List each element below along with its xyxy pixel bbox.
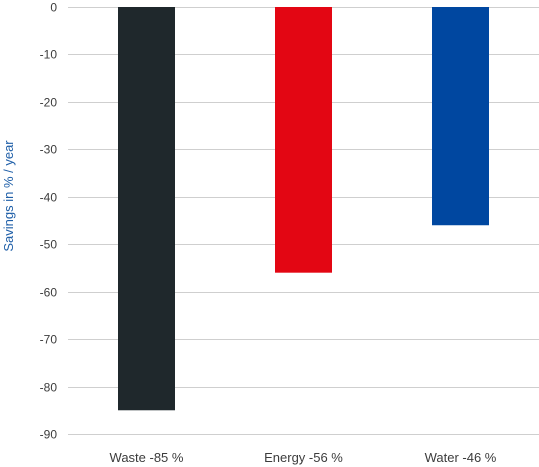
y-tick-label: -40 [40, 191, 58, 205]
y-tick-label: -50 [40, 238, 58, 252]
x-category-label: Energy -56 % [264, 450, 343, 465]
bar-1 [118, 7, 175, 411]
y-axis-ticks: 0 -10 -20 -30 -40 -50 -60 -70 -80 -90 [40, 1, 58, 442]
x-category-label: Water -46 % [425, 450, 497, 465]
y-tick-label: -70 [40, 333, 58, 347]
y-tick-label: -80 [40, 381, 58, 395]
bars [118, 7, 489, 411]
bar-2 [275, 7, 332, 273]
y-tick-label: -60 [40, 286, 58, 300]
bar-3 [432, 7, 489, 226]
y-tick-label: 0 [50, 1, 57, 15]
y-tick-label: -20 [40, 96, 58, 110]
y-tick-label: -90 [40, 428, 58, 442]
y-tick-label: -30 [40, 143, 58, 157]
x-category-label: Waste -85 % [110, 450, 184, 465]
y-axis-label: Savings in % / year [1, 140, 16, 252]
y-tick-label: -10 [40, 48, 58, 62]
x-axis-categories: Waste -85 % Energy -56 % Water -46 % [110, 450, 497, 465]
